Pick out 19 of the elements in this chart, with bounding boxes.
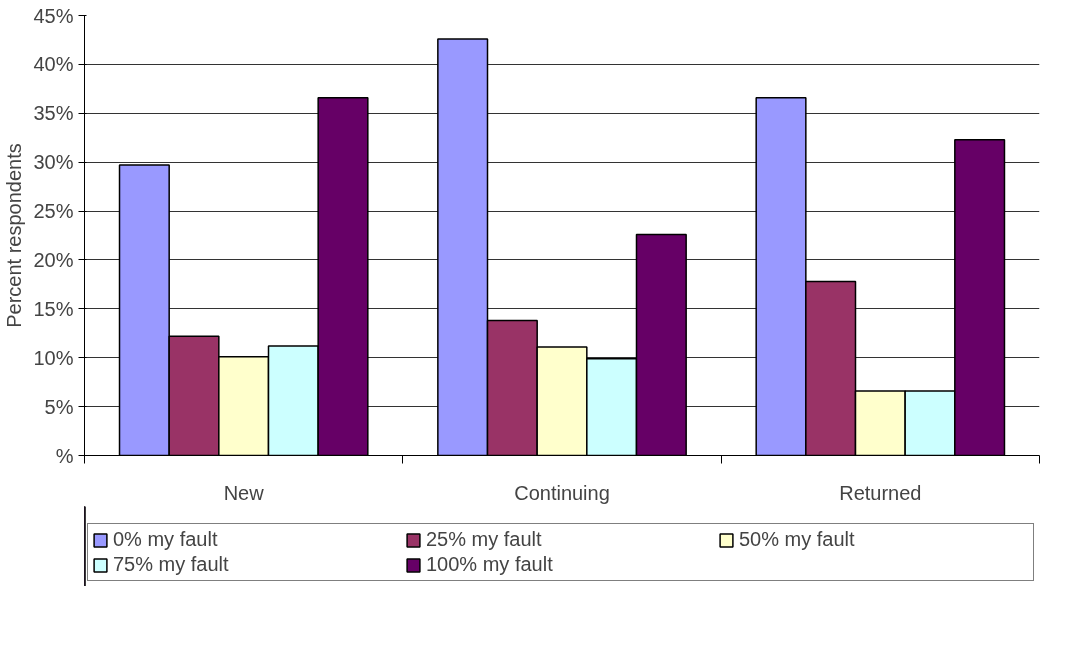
y-tick-label: % — [55, 444, 74, 467]
y-tick-label: 25% — [33, 200, 74, 223]
y-tick-label: 15% — [33, 297, 74, 320]
x-tick-label: Continuing — [514, 481, 610, 504]
legend-label: 100% my fault — [426, 553, 554, 576]
y-tick-label: 35% — [33, 102, 74, 125]
y-tick-label: 45% — [33, 4, 74, 27]
x-tick-label: Returned — [839, 481, 922, 504]
y-tick-label: 10% — [33, 346, 74, 369]
y-tick-label: 20% — [33, 248, 74, 271]
legend-label: 0% my fault — [113, 528, 219, 551]
legend-label: 50% my fault — [739, 528, 856, 551]
y-tick-label: 40% — [33, 53, 74, 76]
legend-label: 75% my fault — [113, 553, 230, 576]
y-tick-label: 30% — [33, 151, 74, 174]
x-tick-label: New — [223, 481, 265, 504]
y-axis-title: Percent respondents — [3, 143, 26, 328]
y-tick-label: 5% — [44, 395, 74, 418]
legend-label: 25% my fault — [426, 528, 543, 551]
